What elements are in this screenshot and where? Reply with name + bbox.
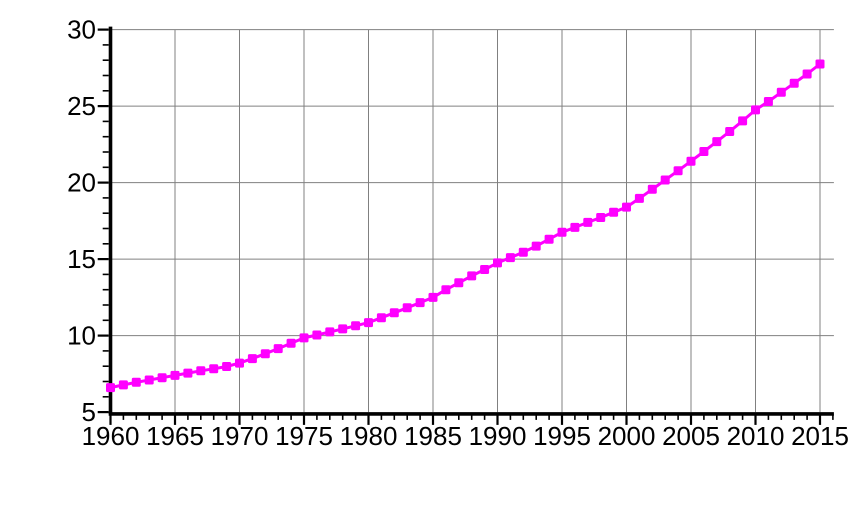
- data-point: [776, 87, 786, 97]
- x-tick-label: 1965: [146, 421, 204, 451]
- data-point: [596, 213, 606, 222]
- x-tick-label: 1960: [82, 421, 140, 451]
- x-tick-label: 1990: [469, 421, 527, 451]
- data-point: [376, 313, 386, 323]
- data-point: [273, 344, 283, 354]
- data-point: [364, 318, 373, 328]
- data-point: [480, 265, 490, 274]
- data-point: [247, 354, 257, 364]
- x-tick-label: 1975: [275, 421, 333, 451]
- data-point: [544, 234, 554, 244]
- x-tick-label: 2000: [598, 421, 656, 451]
- data-point: [583, 217, 593, 227]
- x-tick-label: 1985: [404, 421, 462, 451]
- data-point: [209, 364, 219, 374]
- y-tick-label: 15: [67, 244, 96, 274]
- data-point: [144, 375, 154, 385]
- y-tick-label: 20: [67, 168, 96, 198]
- data-point: [660, 175, 670, 185]
- y-tick-label: 10: [67, 321, 96, 351]
- y-tick-label: 5: [82, 397, 96, 427]
- data-point: [441, 285, 451, 295]
- x-tick-label: 2015: [791, 421, 849, 451]
- x-tick-label: 2005: [662, 421, 720, 451]
- data-point: [338, 324, 348, 334]
- data-point: [763, 97, 773, 106]
- x-tick-label: 1980: [340, 421, 398, 451]
- x-tick-label: 1995: [533, 421, 591, 451]
- data-point: [260, 349, 270, 359]
- data-point: [183, 368, 193, 378]
- data-point: [712, 137, 722, 147]
- data-point: [493, 258, 502, 268]
- data-point: [351, 321, 361, 331]
- data-point: [673, 166, 683, 176]
- x-tick-label: 1970: [211, 421, 269, 451]
- data-point: [518, 247, 528, 257]
- data-point: [118, 380, 128, 390]
- data-point: [738, 116, 748, 126]
- data-point: [131, 377, 141, 387]
- data-point: [325, 327, 335, 337]
- data-point: [235, 358, 244, 368]
- data-point: [106, 383, 115, 393]
- data-point: [699, 147, 709, 156]
- data-point: [428, 292, 438, 302]
- data-point: [557, 227, 567, 237]
- data-point: [222, 362, 232, 371]
- data-point: [570, 222, 580, 232]
- y-tick-label: 25: [67, 91, 96, 121]
- data-point: [467, 271, 477, 281]
- data-point: [622, 202, 631, 212]
- data-point: [789, 78, 799, 88]
- data-point: [312, 330, 322, 340]
- data-point: [802, 69, 812, 79]
- data-point: [196, 366, 206, 376]
- data-point: [647, 184, 657, 194]
- data-point: [286, 338, 296, 348]
- data-point: [454, 278, 464, 288]
- data-point: [531, 241, 541, 251]
- x-tick-label: 2010: [727, 421, 785, 451]
- data-point: [389, 308, 399, 318]
- data-point: [751, 105, 760, 115]
- data-point: [170, 370, 180, 380]
- data-point: [725, 127, 735, 136]
- data-point: [415, 298, 425, 308]
- y-tick-label: 30: [67, 15, 96, 45]
- data-point: [686, 156, 696, 166]
- data-point: [157, 373, 167, 383]
- data-point: [609, 207, 619, 217]
- data-point: [634, 193, 644, 203]
- data-point: [402, 303, 412, 313]
- data-point: [299, 333, 309, 343]
- data-point: [505, 253, 515, 263]
- data-point: [815, 59, 825, 69]
